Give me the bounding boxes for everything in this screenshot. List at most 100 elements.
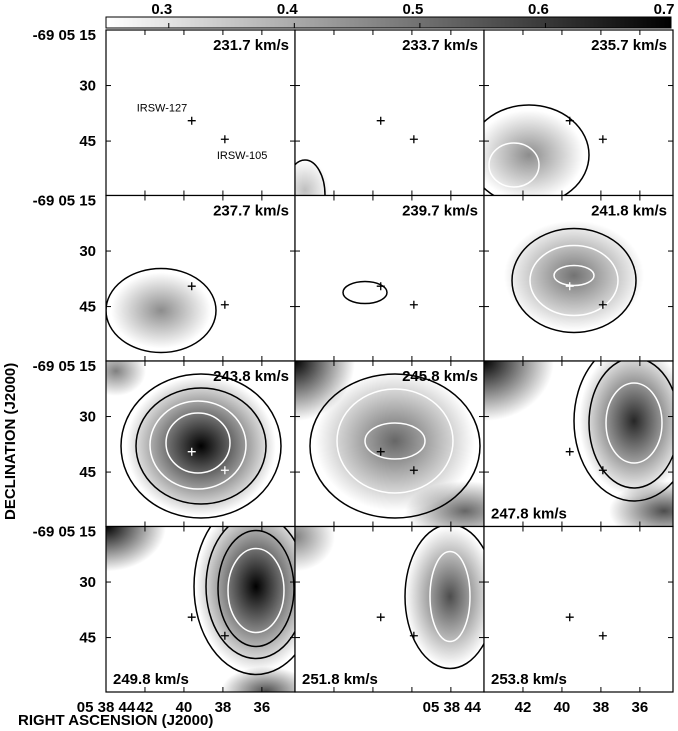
contour-line	[364, 422, 426, 460]
contour-line	[120, 373, 282, 519]
source-marker	[565, 613, 574, 622]
panel-background	[484, 526, 673, 692]
y-tick-label: 30	[79, 574, 96, 591]
contour-line	[553, 264, 595, 287]
velocity-label: 237.7 km/s	[213, 203, 289, 220]
tick-labels: -69 05 15 30 45 -69 05 15 30 45 -69 05 15 30 45 -…	[33, 27, 649, 716]
contour-line	[429, 550, 471, 643]
contour-line	[342, 280, 388, 305]
velocity-label: 243.8 km/s	[213, 368, 289, 385]
contour-line	[588, 361, 673, 489]
source-marker	[409, 300, 418, 309]
source-marker	[409, 631, 418, 640]
emission-region	[405, 526, 484, 667]
channel-panel: 243.8 km/s	[105, 360, 296, 528]
emission-region	[106, 361, 146, 396]
panel-background	[295, 30, 484, 196]
source-label: IRSW-105	[217, 150, 268, 162]
emission-region	[196, 526, 295, 672]
contour-line	[149, 400, 247, 490]
velocity-label: 239.7 km/s	[402, 203, 478, 220]
panel-grid: IRSW-127 IRSW-105 231.7 km/s 233.7 km/s 235.…	[105, 29, 674, 693]
emission-region	[106, 526, 166, 572]
emission-region	[484, 110, 584, 196]
source-marker	[409, 135, 418, 144]
contour-line	[205, 526, 295, 660]
velocity-label: 249.8 km/s	[113, 671, 189, 688]
contour-line	[484, 104, 590, 196]
emission-region	[295, 160, 330, 196]
x-tick-label: 36	[632, 699, 649, 716]
emission-region	[295, 526, 335, 572]
emission-region	[295, 361, 355, 421]
velocity-label: 231.7 km/s	[213, 37, 289, 54]
channel-panel: 237.7 km/s	[105, 194, 296, 362]
velocity-label: 247.8 km/s	[491, 506, 567, 523]
contour-line	[193, 526, 295, 676]
x-tick-label: 42	[137, 699, 154, 716]
emission-region	[221, 666, 295, 692]
x-tick-label: 40	[176, 699, 193, 716]
source-marker	[220, 300, 229, 309]
emission-region	[484, 361, 554, 421]
emission-region	[111, 272, 211, 349]
x-tick-label: 38	[593, 699, 610, 716]
channel-panel: 235.7 km/s	[483, 29, 674, 197]
y-axis-title: DECLINATION (J2000)	[2, 363, 19, 520]
y-tick-label: 45	[79, 630, 96, 647]
source-marker	[565, 116, 574, 125]
channel-panel: 245.8 km/s	[294, 360, 485, 528]
velocity-label: 241.8 km/s	[591, 203, 667, 220]
x-tick-label: 36	[254, 699, 271, 716]
y-tick-label: -69 05 15	[33, 358, 96, 375]
colorbar-tick-label: 0.6	[528, 1, 549, 18]
x-tick-label: 05 38 44	[423, 699, 482, 716]
emission-region	[579, 361, 673, 496]
source-marker	[409, 466, 418, 475]
y-tick-label: 30	[79, 78, 96, 95]
contour-line	[573, 361, 673, 502]
contour-line	[309, 373, 481, 519]
contour-line	[135, 387, 267, 505]
channel-panel: 241.8 km/s	[483, 194, 674, 362]
channel-panel: 251.8 km/s	[294, 525, 485, 693]
x-tick-label: 38	[215, 699, 232, 716]
emission-region	[609, 481, 673, 527]
x-tick-label: 42	[515, 699, 532, 716]
y-tick-label: 30	[79, 409, 96, 426]
colorbar-tick-label: 0.4	[277, 1, 299, 18]
contour-line	[336, 388, 454, 494]
channel-panel: 253.8 km/s	[483, 525, 674, 693]
emission-region	[405, 481, 484, 527]
panel-background	[295, 195, 484, 361]
x-axis-title: RIGHT ASCENSION (J2000)	[18, 712, 213, 729]
contour-line	[488, 142, 540, 188]
source-marker	[376, 613, 385, 622]
contour-line	[106, 267, 217, 354]
y-tick-label: 45	[79, 133, 96, 150]
source-marker	[220, 135, 229, 144]
source-marker	[376, 282, 385, 291]
colorbar-gradient	[105, 16, 672, 29]
velocity-label: 235.7 km/s	[591, 37, 667, 54]
emission-region	[504, 220, 644, 331]
channel-panel: 233.7 km/s	[294, 29, 485, 197]
contour-line	[165, 412, 231, 474]
contour-line	[529, 244, 619, 317]
source-label: IRSW-127	[137, 103, 188, 115]
emission-region	[315, 371, 475, 511]
channel-panel: 239.7 km/s	[294, 194, 485, 362]
y-tick-label: 45	[79, 464, 96, 481]
source-marker	[565, 447, 574, 456]
source-marker	[187, 282, 196, 291]
source-marker	[598, 466, 607, 475]
x-tick-label: 05 38 44	[77, 699, 136, 716]
colorbar-tick-label: 0.7	[654, 1, 675, 18]
contour-line	[605, 382, 663, 464]
contour-line	[404, 526, 484, 670]
colorbar-tick-label: 0.5	[402, 1, 423, 18]
channel-panel: IRSW-127 IRSW-105 231.7 km/s	[105, 29, 296, 197]
source-marker	[598, 135, 607, 144]
channel-panel: 249.8 km/s	[105, 525, 296, 693]
colorbar-ticks: 0.3 0.4 0.5 0.6 0.7	[151, 1, 674, 28]
